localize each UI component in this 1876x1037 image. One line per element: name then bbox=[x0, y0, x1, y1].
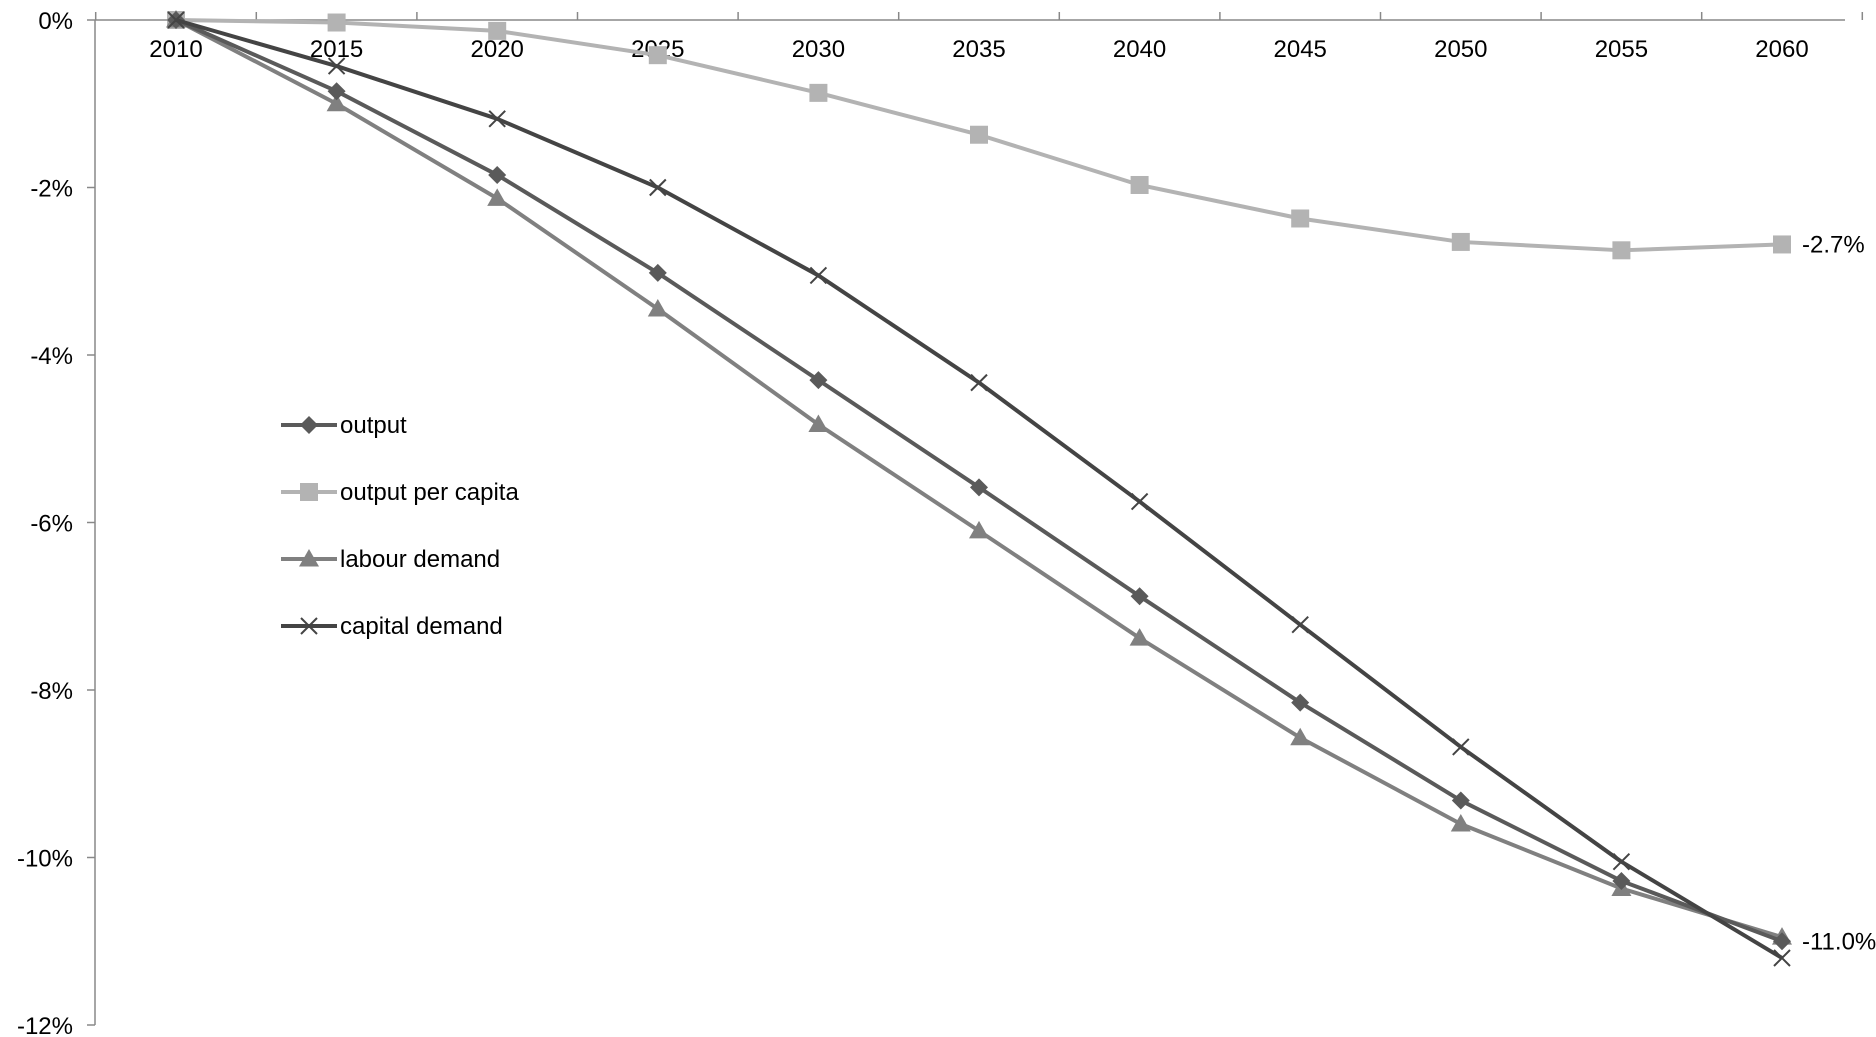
data-point-labour-demand bbox=[487, 188, 507, 206]
data-point-output-per-capita bbox=[970, 126, 988, 144]
y-tick-label: -12% bbox=[17, 1013, 73, 1037]
legend-label: output per capita bbox=[340, 479, 519, 506]
data-point-capital-demand bbox=[1132, 494, 1148, 510]
legend-marker bbox=[300, 416, 318, 434]
x-tick-label: 2035 bbox=[952, 36, 1005, 63]
data-point-capital-demand bbox=[1774, 950, 1790, 966]
legend-label: capital demand bbox=[340, 613, 503, 640]
legend-label: output bbox=[340, 412, 407, 439]
data-point-output-per-capita bbox=[1291, 209, 1309, 227]
legend: output output per capita labour demand capi… bbox=[281, 412, 519, 640]
x-tick-label: 2050 bbox=[1434, 36, 1487, 63]
annotations: -2.7% -11.0% bbox=[1802, 231, 1876, 955]
data-point-output bbox=[488, 166, 506, 184]
x-tick-label: 2040 bbox=[1113, 36, 1166, 63]
end-value-label: -11.0% bbox=[1802, 928, 1876, 955]
data-point-output-per-capita bbox=[1452, 233, 1470, 251]
data-point-labour-demand bbox=[1451, 814, 1471, 832]
x-tick-label: 2010 bbox=[149, 36, 202, 63]
data-point-output-per-capita bbox=[1131, 176, 1149, 194]
x-tick-label: 2045 bbox=[1274, 36, 1327, 63]
data-point-capital-demand bbox=[810, 267, 826, 283]
data-point-capital-demand bbox=[971, 375, 987, 391]
legend-item-output: output bbox=[281, 412, 407, 439]
end-value-label: -2.7% bbox=[1802, 231, 1865, 258]
axes: 0%-2%-4%-6%-8%-10%-12%201020152020202520… bbox=[17, 8, 1862, 1037]
legend-item-capital-demand: capital demand bbox=[281, 613, 503, 640]
data-point-capital-demand bbox=[1453, 739, 1469, 755]
data-point-output bbox=[328, 82, 346, 100]
legend-marker bbox=[300, 483, 318, 501]
y-tick-label: 0% bbox=[38, 8, 73, 35]
data-point-output-per-capita bbox=[328, 14, 346, 32]
data-point-output-per-capita bbox=[1612, 241, 1630, 259]
y-tick-label: -8% bbox=[30, 678, 73, 705]
data-point-capital-demand bbox=[1292, 617, 1308, 633]
x-tick-label: 2030 bbox=[792, 36, 845, 63]
data-point-labour-demand bbox=[1130, 628, 1150, 646]
data-point-output-per-capita bbox=[1773, 235, 1791, 253]
legend-item-labour-demand: labour demand bbox=[281, 546, 500, 573]
x-tick-label: 2055 bbox=[1595, 36, 1648, 63]
data-point-capital-demand bbox=[650, 180, 666, 196]
data-point-labour-demand bbox=[969, 521, 989, 539]
data-point-output-per-capita bbox=[649, 46, 667, 64]
data-point-labour-demand bbox=[1290, 728, 1310, 746]
x-tick-label: 2060 bbox=[1755, 36, 1808, 63]
series-labour-demand bbox=[166, 10, 1792, 945]
legend-item-output-per-capita: output per capita bbox=[281, 479, 519, 506]
y-tick-label: -10% bbox=[17, 846, 73, 873]
legend-label: labour demand bbox=[340, 546, 500, 573]
data-point-labour-demand bbox=[648, 299, 668, 317]
y-tick-label: -6% bbox=[30, 511, 73, 538]
data-point-output-per-capita bbox=[809, 84, 827, 102]
y-tick-label: -2% bbox=[30, 176, 73, 203]
data-point-output bbox=[1452, 792, 1470, 810]
data-point-output-per-capita bbox=[488, 22, 506, 40]
x-tick-label: 2020 bbox=[471, 36, 524, 63]
y-tick-label: -4% bbox=[30, 343, 73, 370]
data-point-capital-demand bbox=[1613, 854, 1629, 870]
